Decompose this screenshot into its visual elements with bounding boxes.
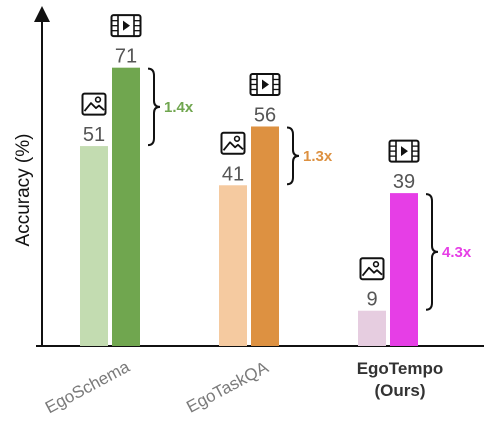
ratio-label: 4.3x — [442, 244, 472, 261]
ratio-bracket — [286, 126, 300, 186]
data-label-video: 56 — [254, 104, 276, 126]
bar-image — [219, 185, 247, 346]
ratio-label: 1.3x — [303, 148, 333, 165]
y-axis-label: Accuracy (%) — [13, 134, 34, 247]
image-icon — [359, 257, 385, 281]
bar-video — [251, 126, 279, 346]
video-icon — [388, 139, 420, 163]
ratio-bracket — [425, 193, 439, 311]
data-label-image: 41 — [222, 163, 244, 185]
video-icon — [110, 14, 142, 38]
x-tick-label: EgoTaskQA — [183, 357, 272, 416]
ratio-label: 1.4x — [164, 99, 194, 116]
image-icon — [220, 131, 246, 155]
x-tick-label: EgoTempo (Ours) — [357, 359, 444, 400]
x-tick-label: EgoSchema — [42, 357, 133, 418]
data-label-video: 71 — [115, 46, 137, 68]
bar-image — [80, 146, 108, 346]
bar-video — [390, 193, 418, 346]
bar-video — [112, 67, 140, 347]
video-icon — [249, 72, 281, 96]
data-label-image: 51 — [83, 124, 105, 146]
bars-layer: 51 71 1.4x EgoSchema 41 56 1.3x EgoTaskQA 9 39 4.3… — [42, 14, 472, 418]
data-label-video: 39 — [393, 171, 415, 193]
image-icon — [81, 92, 107, 116]
bar-image — [358, 310, 386, 346]
data-label-image: 9 — [366, 289, 377, 311]
ratio-bracket — [147, 67, 161, 147]
